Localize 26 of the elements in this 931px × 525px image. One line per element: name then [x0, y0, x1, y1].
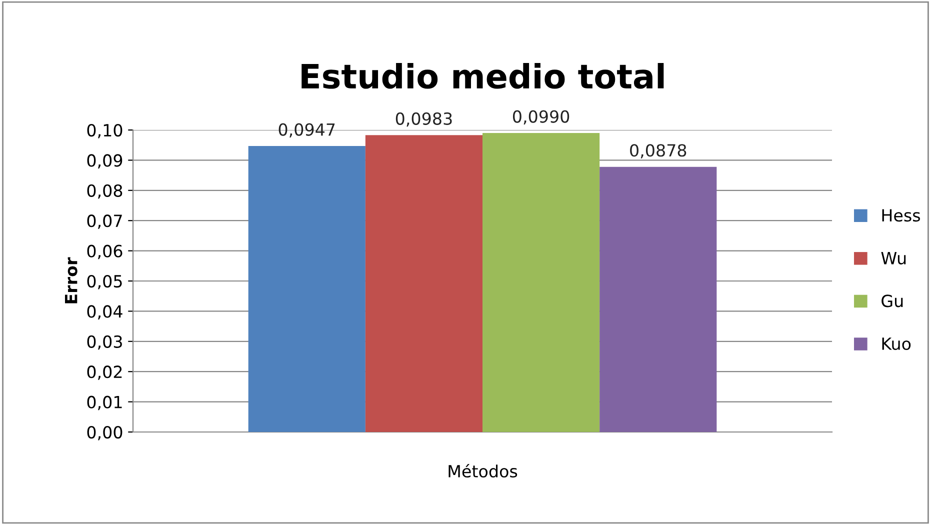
y-tick-label: 0,05 — [87, 274, 122, 290]
y-tick-label: 0,03 — [87, 335, 122, 350]
text: 0,0990 — [512, 110, 570, 125]
y-tick-label: 0,10 — [87, 124, 122, 138]
y-tick-label: 0,09 — [87, 154, 122, 168]
legend-label: Wu — [881, 252, 906, 264]
y-tick-label: 0,08 — [87, 184, 122, 199]
text: 0,0947 — [278, 123, 335, 138]
y-tick-label: 0,01 — [87, 396, 122, 410]
legend-label: Hess — [882, 209, 920, 222]
bar — [600, 166, 717, 432]
y-axis-title: Error — [64, 257, 78, 304]
chart-title: Estudio medio total — [302, 63, 664, 89]
legend-label: Kuo — [882, 338, 911, 350]
y-tick-label: 0,07 — [87, 214, 122, 229]
y-tick-label: 0,04 — [87, 305, 122, 320]
bar — [482, 133, 600, 432]
bar — [365, 135, 482, 432]
y-tick-label: 0,02 — [87, 366, 122, 380]
legend-label: Gu — [882, 294, 903, 308]
x-axis-title: Métodos — [448, 464, 518, 478]
text: 0,0983 — [396, 112, 452, 127]
text: 0,0878 — [630, 144, 686, 158]
y-tick-label: 0,06 — [87, 244, 122, 260]
bar — [248, 146, 366, 432]
y-tick-label: 0,00 — [87, 426, 122, 440]
